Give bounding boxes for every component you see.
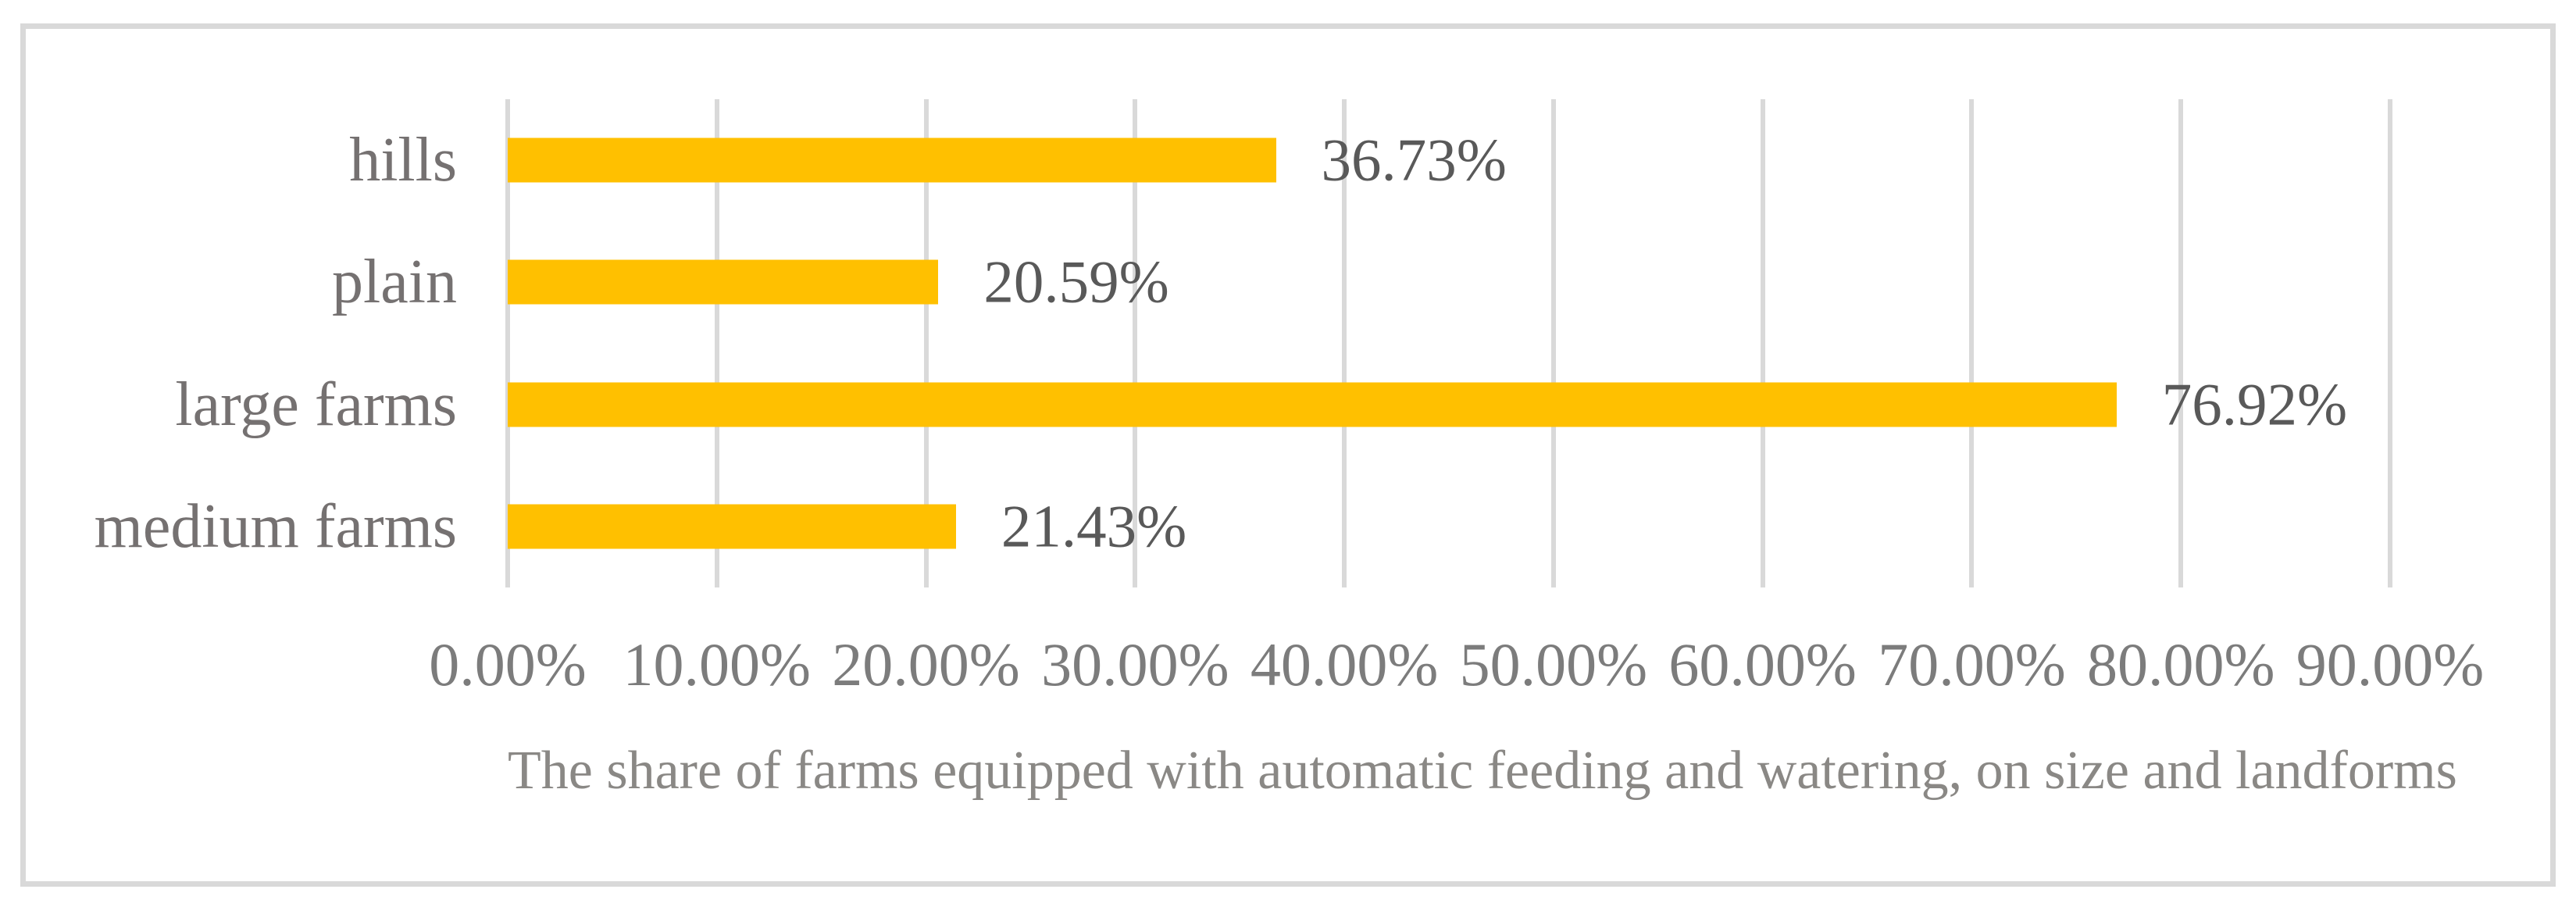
x-tick-label: 0.00%	[429, 630, 587, 698]
category-label-plain: plain	[332, 248, 457, 317]
data-label-hills: 36.73%	[1321, 126, 1507, 194]
gridline-10-percent	[714, 99, 719, 587]
x-tick-label: 70.00%	[1878, 630, 2066, 698]
chart-title: The share of farms equipped with automat…	[508, 741, 2457, 801]
gridline-30-percent	[1133, 99, 1138, 587]
data-label-plain: 20.59%	[983, 248, 1169, 316]
category-label-medium-farms: medium farms	[94, 491, 457, 561]
x-tick-label: 90.00%	[2296, 630, 2485, 698]
bar-row-plain: 20.59%	[508, 221, 2390, 343]
x-tick-label: 40.00%	[1250, 630, 1439, 698]
gridline-40-percent	[1342, 99, 1347, 587]
gridline-60-percent	[1760, 99, 1765, 587]
data-label-medium-farms: 21.43%	[1001, 492, 1187, 560]
plot-area: 36.73% 20.59% 76.92% 21.43%	[505, 99, 2392, 587]
gridline-50-percent	[1550, 99, 1556, 587]
y-axis-category-labels: hills plain large farms medium farms	[0, 99, 457, 587]
x-tick-label: 50.00%	[1459, 630, 1648, 698]
bars-container: 36.73% 20.59% 76.92% 21.43%	[508, 99, 2390, 587]
category-label-hills: hills	[349, 126, 457, 195]
category-label-large-farms: large farms	[175, 370, 457, 439]
x-tick-label: 20.00%	[832, 630, 1020, 698]
gridline-90-percent	[2388, 99, 2392, 587]
bar-row-hills: 36.73%	[508, 99, 2390, 221]
bar-medium-farms	[508, 504, 956, 549]
x-tick-label: 10.00%	[623, 630, 812, 698]
data-label-large-farms: 76.92%	[2161, 370, 2348, 438]
bar-large-farms	[508, 382, 2117, 427]
gridline-0-percent	[505, 99, 510, 587]
gridline-70-percent	[1969, 99, 1975, 587]
x-tick-label: 60.00%	[1668, 630, 1857, 698]
gridline-20-percent	[923, 99, 929, 587]
bar-hills	[508, 137, 1276, 183]
x-axis-tick-labels: 0.00% 10.00% 20.00% 30.00% 40.00% 50.00% 60.00…	[429, 630, 2484, 720]
bar-row-medium-farms: 21.43%	[508, 466, 2390, 587]
x-tick-label: 80.00%	[2086, 630, 2275, 698]
gridline-80-percent	[2178, 99, 2184, 587]
x-tick-label: 30.00%	[1041, 630, 1229, 698]
bar-plain	[508, 259, 939, 305]
bar-row-large-farms: 76.92%	[508, 344, 2390, 466]
